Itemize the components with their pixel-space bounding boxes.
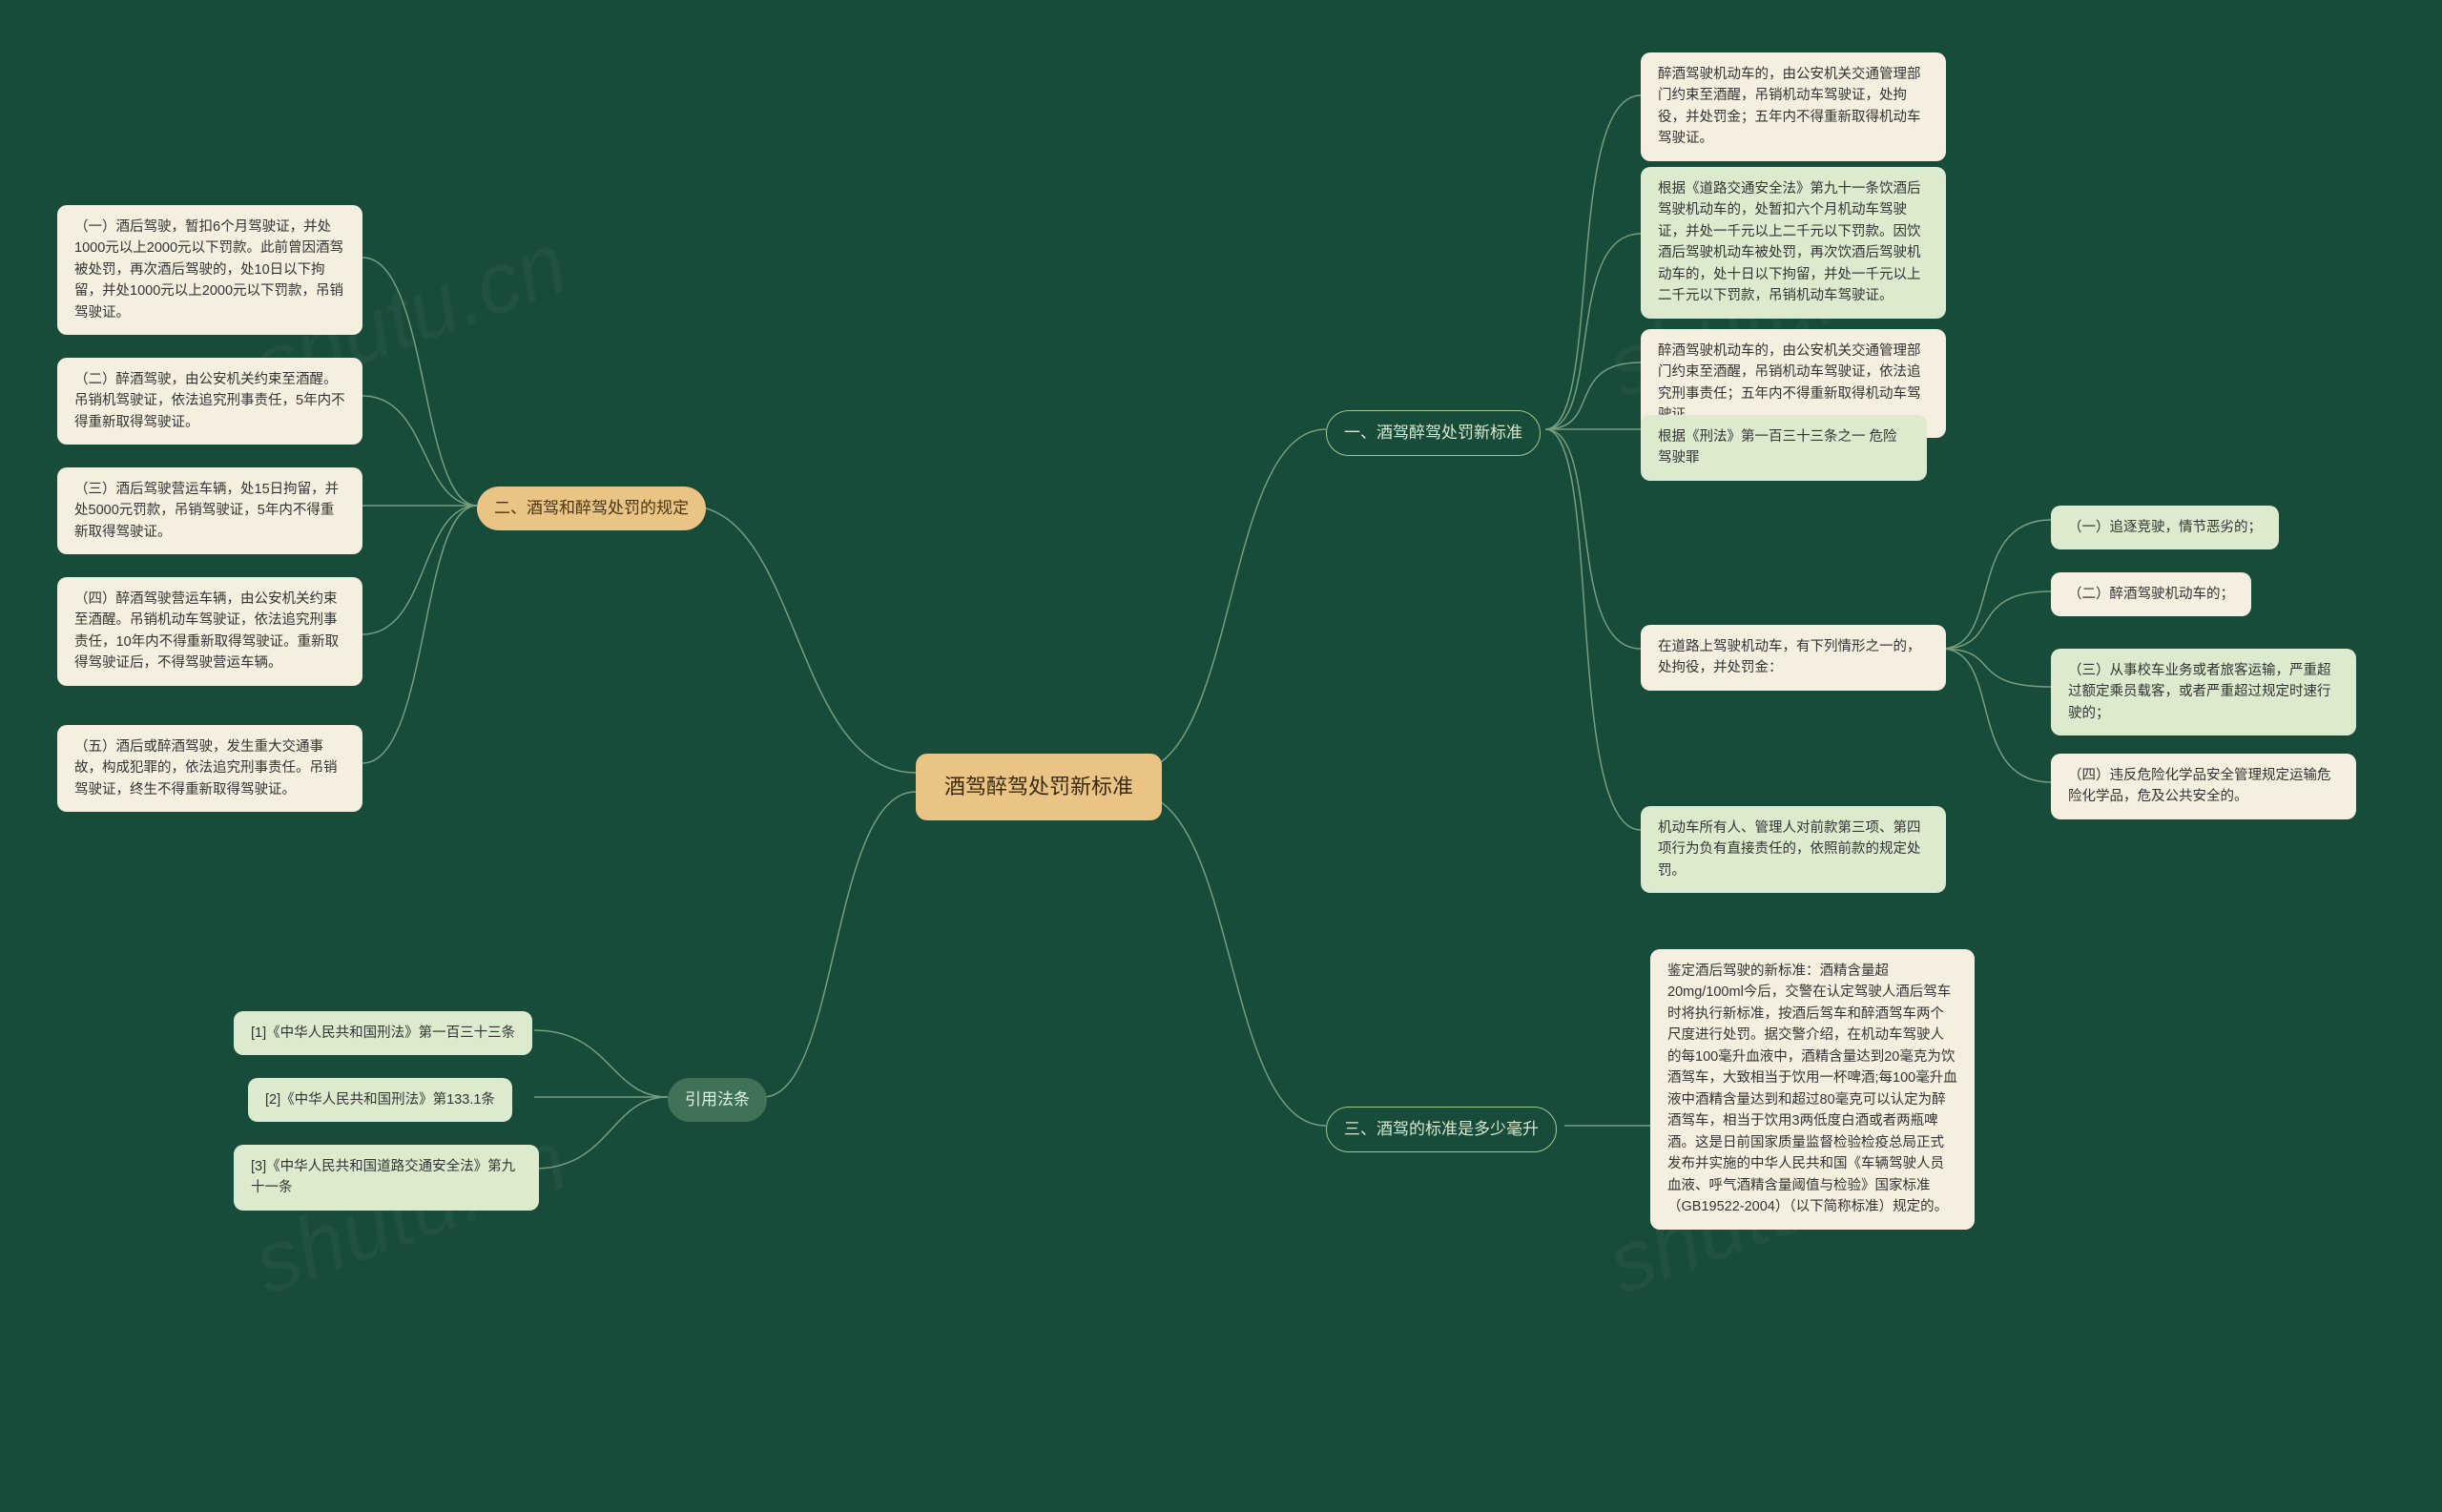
one-n5-a: （一）追逐竞驶，情节恶劣的； xyxy=(2051,506,2279,549)
one-n1: 醉酒驾驶机动车的，由公安机关交通管理部门约束至酒醒，吊销机动车驾驶证，处拘役，并… xyxy=(1641,52,1946,161)
two-n4: （四）醉酒驾驶营运车辆，由公安机关约束至酒醒。吊销机动车驾驶证，依法追究刑事责任… xyxy=(57,577,362,686)
two-n5: （五）酒后或醉酒驾驶，发生重大交通事故，构成犯罪的，依法追究刑事责任。吊销驾驶证… xyxy=(57,725,362,812)
one-n2: 根据《道路交通安全法》第九十一条饮酒后驾驶机动车的，处暂扣六个月机动车驾驶证，并… xyxy=(1641,167,1946,319)
two-n3: （三）酒后驾驶营运车辆，处15日拘留，并处5000元罚款，吊销驾驶证，5年内不得… xyxy=(57,467,362,554)
branch-refs-label: 引用法条 xyxy=(685,1090,750,1108)
two-n2: （二）醉酒驾驶，由公安机关约束至酒醒。吊销机驾驶证，依法追究刑事责任，5年内不得… xyxy=(57,358,362,445)
one-n6: 机动车所有人、管理人对前款第三项、第四项行为负有直接责任的，依照前款的规定处罚。 xyxy=(1641,806,1946,893)
one-n4: 根据《刑法》第一百三十三条之一 危险驾驶罪 xyxy=(1641,415,1927,481)
refs-r2: [2]《中华人民共和国刑法》第133.1条 xyxy=(248,1078,512,1122)
one-n5: 在道路上驾驶机动车，有下列情形之一的，处拘役，并处罚金： xyxy=(1641,625,1946,691)
root-node: 酒驾醉驾处罚新标准 xyxy=(916,754,1162,820)
branch-three: 三、酒驾的标准是多少毫升 xyxy=(1326,1107,1557,1152)
branch-refs: 引用法条 xyxy=(668,1078,767,1122)
branch-one-label: 一、酒驾醉驾处罚新标准 xyxy=(1344,424,1522,442)
watermark: shutu.cn xyxy=(241,1111,580,1315)
refs-r3: [3]《中华人民共和国道路交通安全法》第九十一条 xyxy=(234,1145,539,1211)
branch-three-label: 三、酒驾的标准是多少毫升 xyxy=(1344,1120,1539,1138)
branch-two: 二、酒驾和醉驾处罚的规定 xyxy=(477,487,706,530)
refs-r1: [1]《中华人民共和国刑法》第一百三十三条 xyxy=(234,1011,532,1055)
one-n5-d: （四）违反危险化学品安全管理规定运输危险化学品，危及公共安全的。 xyxy=(2051,754,2356,819)
branch-one: 一、酒驾醉驾处罚新标准 xyxy=(1326,410,1541,456)
three-n1: 鉴定酒后驾驶的新标准：酒精含量超20mg/100ml今后，交警在认定驾驶人酒后驾… xyxy=(1650,949,1975,1230)
branch-two-label: 二、酒驾和醉驾处罚的规定 xyxy=(494,499,689,517)
one-n5-b: （二）醉酒驾驶机动车的； xyxy=(2051,572,2251,616)
one-n5-c: （三）从事校车业务或者旅客运输，严重超过额定乘员载客，或者严重超过规定时速行驶的… xyxy=(2051,649,2356,735)
root-label: 酒驾醉驾处罚新标准 xyxy=(944,775,1133,798)
two-n1: （一）酒后驾驶，暂扣6个月驾驶证，并处1000元以上2000元以下罚款。此前曾因… xyxy=(57,205,362,335)
